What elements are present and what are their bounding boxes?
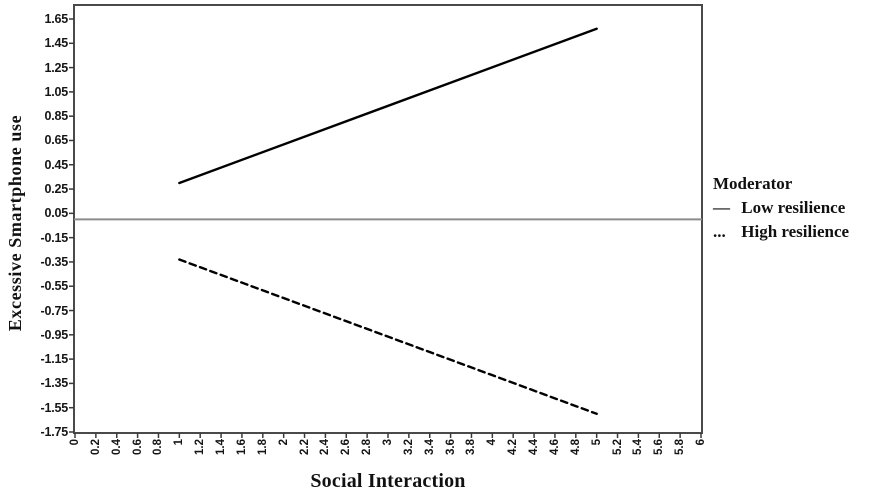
- x-tick-label: 3.6: [444, 439, 457, 455]
- y-tick-label: 1.45: [44, 36, 68, 51]
- x-axis-title: Social Interaction: [310, 470, 466, 492]
- legend-entry-label: High resilience: [741, 222, 850, 241]
- x-tick-label: 4.4: [528, 439, 541, 455]
- x-tick-label: 5.8: [674, 439, 687, 455]
- x-tick-label: 6: [695, 439, 707, 446]
- y-tick-label: -1.55: [40, 400, 69, 415]
- legend-title: Moderator: [713, 174, 793, 193]
- x-tick-label: 5: [590, 439, 603, 446]
- x-tick-label: 3.2: [402, 439, 415, 455]
- x-tick-label: 1.2: [194, 439, 207, 455]
- y-tick-label: -0.15: [40, 230, 69, 245]
- x-tick-label: 4.8: [569, 439, 582, 455]
- x-tick-label: 1.6: [235, 439, 248, 455]
- x-tick-label: 2.6: [340, 439, 353, 455]
- y-tick-label: -1.35: [40, 376, 69, 391]
- series-line-high-resilience: [178, 258, 598, 415]
- x-tick-label: 0: [69, 439, 81, 446]
- x-tick-label: 3.4: [423, 439, 436, 455]
- x-tick-label: 2.4: [319, 439, 332, 455]
- x-tick-label: 5.2: [611, 439, 624, 455]
- x-tick-label: 1.8: [256, 439, 269, 455]
- y-tick-label: 0.05: [44, 206, 68, 221]
- y-tick-label: 0.85: [44, 109, 68, 124]
- x-tick-label: 3: [382, 439, 394, 446]
- x-tick-label: 0.8: [152, 439, 165, 455]
- x-tick-label: 5.4: [632, 439, 645, 455]
- y-tick-label: 0.25: [44, 182, 68, 197]
- y-tick-label: 1.65: [44, 12, 68, 26]
- y-tick-label: -0.35: [40, 254, 69, 269]
- y-tick-label: 0.45: [44, 157, 68, 172]
- x-tick-label: 2: [277, 439, 290, 446]
- legend-entry-label: Low resilience: [741, 198, 846, 217]
- legend: Moderator — Low resilience... High resil…: [713, 172, 849, 244]
- y-tick-label: -0.55: [40, 279, 69, 294]
- x-tick-label: 0.4: [110, 439, 123, 455]
- y-tick-label: 0.65: [44, 133, 68, 148]
- x-tick-label: 4.2: [507, 439, 520, 455]
- legend-entry: ... High resilience: [713, 220, 849, 244]
- legend-line-sample: —: [713, 198, 730, 217]
- x-tick-label: 4.6: [548, 439, 561, 455]
- y-tick-label: 1.25: [44, 60, 68, 75]
- legend-entries: — Low resilience... High resilience: [713, 196, 849, 244]
- x-tick-label: 1.4: [215, 439, 228, 455]
- x-tick-label: 5.6: [653, 439, 666, 455]
- legend-line-sample: ...: [713, 222, 726, 241]
- y-tick-label: -1.75: [40, 425, 69, 439]
- y-tick-label: 1.05: [44, 84, 68, 99]
- y-tick-label: -0.95: [40, 327, 69, 342]
- series-line-low-resilience: [178, 27, 598, 185]
- x-tick-label: 3.8: [465, 439, 478, 455]
- x-tick-label: 0.6: [131, 439, 144, 455]
- x-tick-label: 4: [486, 439, 499, 446]
- x-tick-label: 2.8: [361, 439, 374, 455]
- legend-entry: — Low resilience: [713, 196, 849, 220]
- x-tick-label: 1: [173, 439, 186, 446]
- x-tick-label: 0.2: [89, 439, 102, 455]
- x-tick-label: 2.2: [298, 439, 311, 455]
- y-tick-label: -1.15: [40, 352, 69, 367]
- y-tick-label: -0.75: [40, 303, 69, 318]
